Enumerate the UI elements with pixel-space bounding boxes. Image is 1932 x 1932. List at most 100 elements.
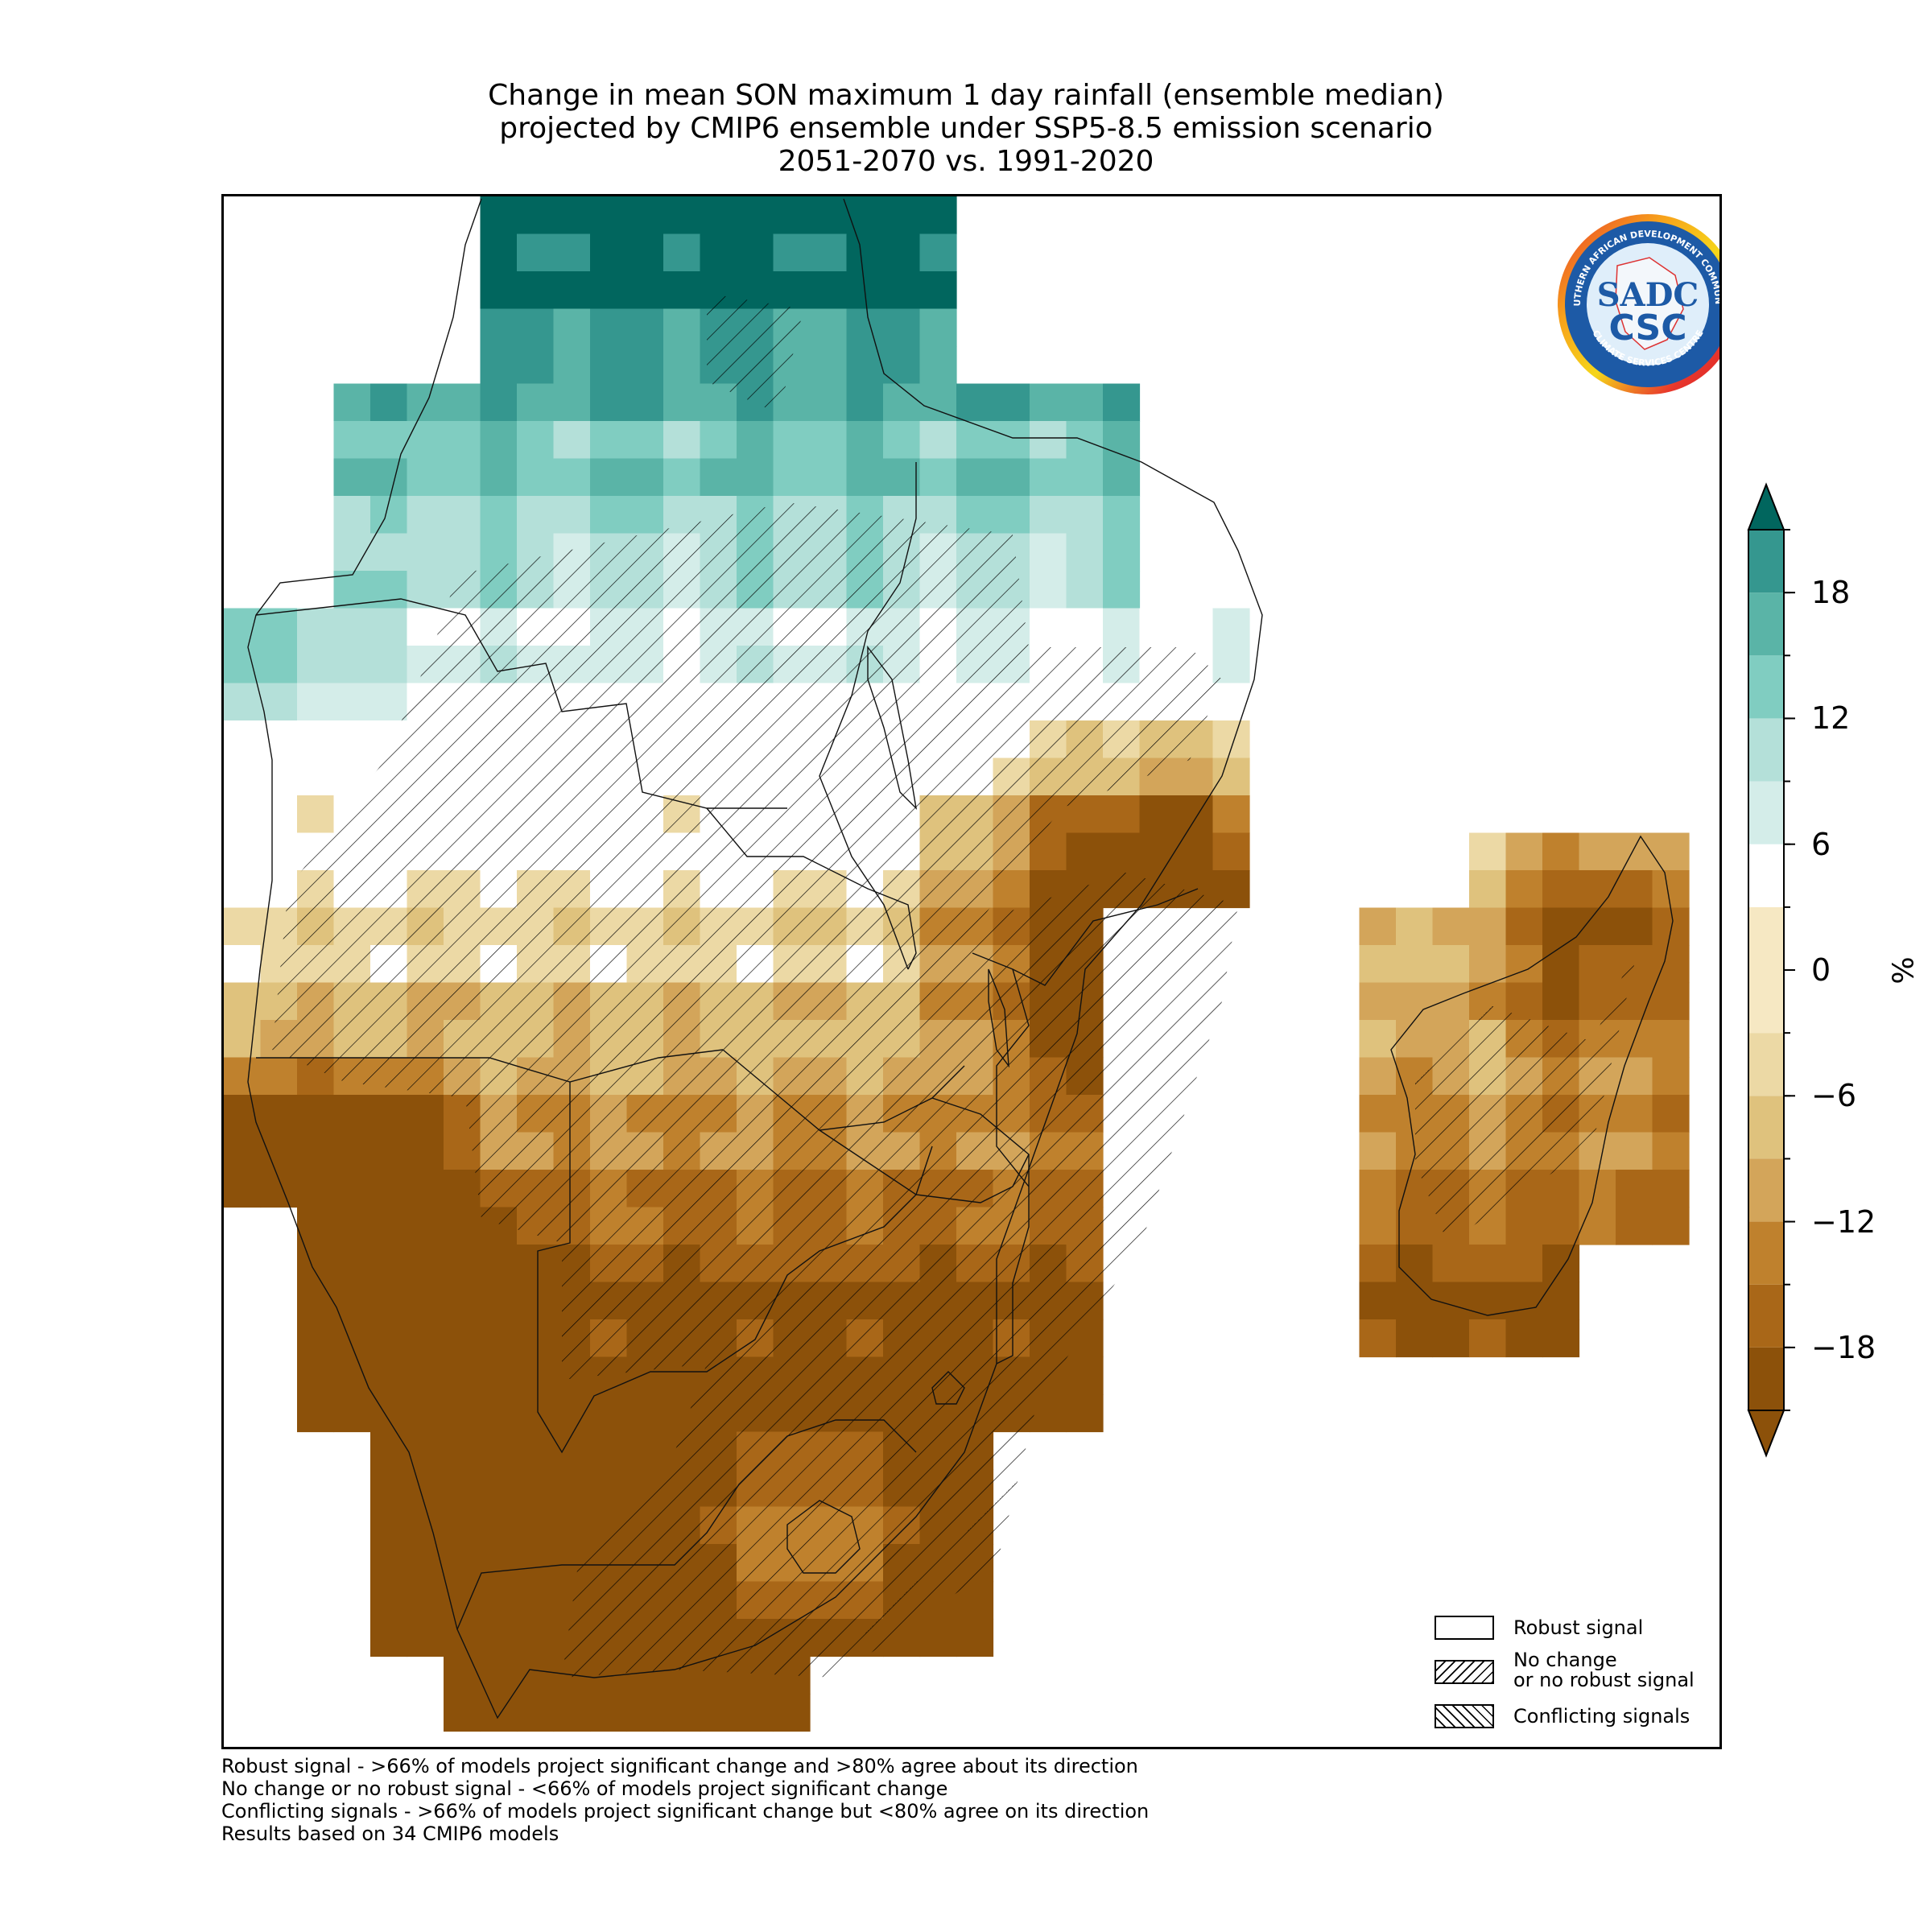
rainfall-cell bbox=[1616, 870, 1653, 909]
rainfall-cell bbox=[480, 1319, 518, 1358]
rainfall-cell bbox=[370, 533, 408, 572]
rainfall-cell bbox=[1469, 1319, 1507, 1358]
border-drc-zambia bbox=[706, 807, 917, 970]
rainfall-cell bbox=[737, 196, 774, 235]
rainfall-cell bbox=[626, 1431, 664, 1470]
rainfall-cell bbox=[1066, 383, 1104, 422]
rainfall-cell bbox=[737, 233, 774, 272]
rainfall-cell bbox=[297, 720, 335, 759]
rainfall-cell bbox=[480, 421, 518, 460]
rainfall-cell bbox=[1616, 907, 1653, 946]
footnote-no-change: No change or no robust signal - <66% of … bbox=[221, 1777, 948, 1800]
rainfall-cell bbox=[297, 608, 335, 646]
rainfall-cell bbox=[333, 720, 371, 759]
rainfall-cell bbox=[626, 1394, 664, 1433]
rainfall-cell bbox=[407, 458, 444, 497]
border-zambia-south bbox=[722, 1049, 965, 1131]
rainfall-cell bbox=[1066, 421, 1104, 460]
rainfall-cell bbox=[407, 571, 444, 609]
rainfall-cell bbox=[297, 1207, 335, 1245]
rainfall-cell bbox=[444, 1319, 481, 1358]
colorbar-tick-label: 18 bbox=[1811, 575, 1851, 611]
sadc-csc-logo: SOUTHERN AFRICAN DEVELOPMENT COMMUNITY C… bbox=[1550, 203, 1719, 398]
rainfall-cell bbox=[1359, 1020, 1397, 1059]
colorbar-segment bbox=[1748, 844, 1784, 907]
rainfall-cell bbox=[626, 383, 664, 422]
rainfall-cell bbox=[1176, 608, 1214, 646]
rainfall-cell bbox=[407, 1132, 444, 1170]
rainfall-cell bbox=[773, 233, 811, 272]
rainfall-cell bbox=[297, 646, 335, 684]
rainfall-cell bbox=[1432, 1319, 1470, 1358]
rainfall-cell bbox=[517, 1394, 555, 1433]
rainfall-cell bbox=[224, 1170, 262, 1208]
rainfall-cell bbox=[407, 1469, 444, 1508]
rainfall-cell bbox=[919, 458, 957, 497]
rainfall-cell bbox=[517, 1356, 555, 1395]
rainfall-cell bbox=[626, 233, 664, 272]
map-title-line-1: Change in mean SON maximum 1 day rainfal… bbox=[488, 79, 1444, 112]
rainfall-cell bbox=[1359, 945, 1397, 984]
rainfall-cell bbox=[846, 458, 884, 497]
rainfall-cell bbox=[370, 1132, 408, 1170]
rainfall-cell bbox=[1469, 945, 1507, 984]
rainfall-cell bbox=[370, 1431, 408, 1470]
rainfall-cell bbox=[590, 458, 628, 497]
rainfall-cell bbox=[333, 1356, 371, 1395]
rainfall-cell bbox=[1579, 945, 1616, 984]
rainfall-cell bbox=[590, 496, 628, 535]
rainfall-cell bbox=[480, 1282, 518, 1320]
rainfall-cell bbox=[260, 683, 298, 721]
rainfall-cell bbox=[333, 646, 371, 684]
rainfall-cell bbox=[260, 646, 298, 684]
rainfall-cell bbox=[333, 683, 371, 721]
colorbar-tick-label: 12 bbox=[1811, 700, 1851, 737]
rainfall-cell bbox=[1652, 832, 1690, 871]
rainfall-cell bbox=[1066, 832, 1104, 871]
rainfall-cell bbox=[1432, 982, 1470, 1021]
rainfall-cell bbox=[333, 1394, 371, 1433]
no-robust-signal-hatching bbox=[272, 293, 1641, 1678]
rainfall-cell bbox=[1469, 1282, 1507, 1320]
rainfall-cell bbox=[224, 1132, 262, 1170]
rainfall-cell bbox=[846, 421, 884, 460]
rainfall-cell bbox=[700, 421, 737, 460]
rainfall-cell bbox=[626, 1694, 664, 1732]
rainfall-cell bbox=[480, 271, 518, 310]
rainfall-cell bbox=[517, 496, 555, 535]
rainfall-cell bbox=[517, 271, 555, 310]
colorbar-tick-label: −18 bbox=[1811, 1329, 1876, 1365]
rainfall-cell bbox=[1396, 1319, 1434, 1358]
rainfall-cell bbox=[993, 421, 1030, 460]
border-mozambique bbox=[996, 1154, 1030, 1364]
rainfall-cell bbox=[700, 458, 737, 497]
colorbar-tick-label: −6 bbox=[1811, 1078, 1857, 1114]
rainfall-cell bbox=[1616, 1207, 1653, 1245]
rainfall-cell bbox=[297, 1170, 335, 1208]
rainfall-cell bbox=[1616, 1132, 1653, 1170]
rainfall-cell bbox=[590, 383, 628, 422]
rainfall-cell bbox=[919, 233, 957, 272]
colorbar-segment bbox=[1748, 781, 1784, 844]
rainfall-cell bbox=[444, 1282, 481, 1320]
rainfall-cell bbox=[297, 683, 335, 721]
rainfall-cell bbox=[1212, 795, 1250, 834]
rainfall-cell bbox=[260, 608, 298, 646]
rainfall-cell bbox=[517, 1619, 555, 1657]
rainfall-cell bbox=[553, 383, 591, 422]
rainfall-cell bbox=[553, 1394, 591, 1433]
rainfall-cell bbox=[370, 571, 408, 609]
rainfall-cell bbox=[1542, 832, 1580, 871]
rainfall-cell bbox=[1469, 1245, 1507, 1283]
rainfall-cell bbox=[663, 1694, 701, 1732]
rainfall-cell bbox=[407, 1506, 444, 1545]
rainfall-cell bbox=[553, 233, 591, 272]
rainfall-cell bbox=[444, 421, 481, 460]
rainfall-cell bbox=[444, 383, 481, 422]
rainfall-cell bbox=[1139, 832, 1177, 871]
rainfall-cell bbox=[1030, 421, 1067, 460]
rainfall-cell bbox=[846, 196, 884, 235]
rainfall-cell bbox=[590, 196, 628, 235]
rainfall-cell bbox=[517, 196, 555, 235]
rainfall-cell bbox=[1396, 1207, 1434, 1245]
